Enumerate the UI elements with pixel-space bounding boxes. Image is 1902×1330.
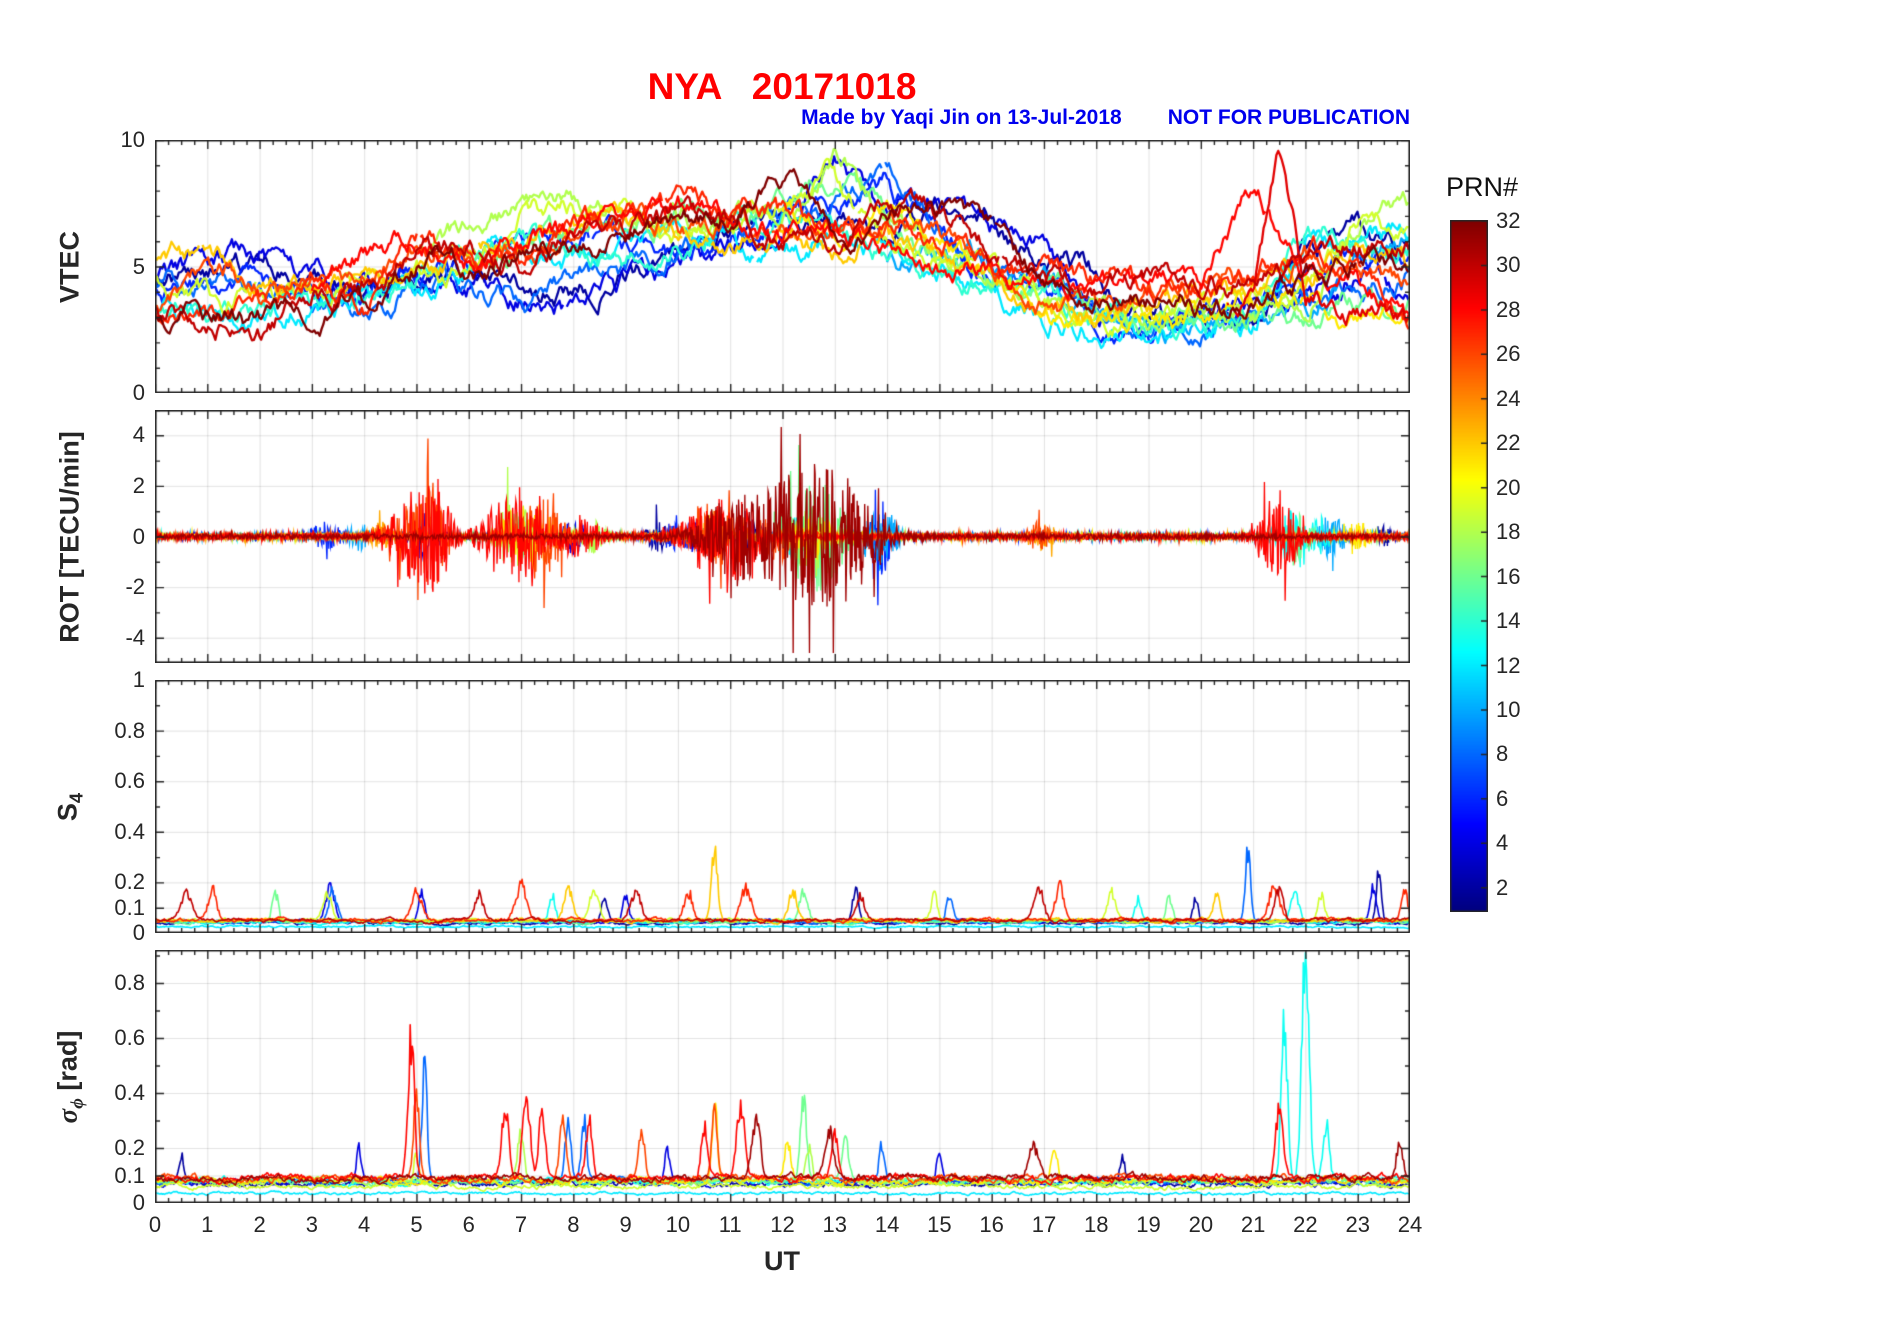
y-tick-label: 1 [132,667,145,692]
y-tick-label: 2 [132,472,145,498]
x-tick-label: 19 [1136,1212,1161,1237]
x-tick-label: 12 [770,1212,795,1237]
sigma-phi-plot-canvas [155,950,1410,1203]
y-tick-label: 0 [132,523,145,549]
colorbar-tick-label: 24 [1496,385,1521,411]
colorbar-tick-label: 10 [1496,696,1521,722]
y-tick-label: 0 [132,380,145,405]
colorbar-tick-label: 8 [1496,741,1509,767]
y-tick-label: 10 [120,127,145,152]
y-tick-label: 0.4 [114,818,145,844]
colorbar-tick-label: 22 [1496,430,1521,456]
colorbar-tick-label: 30 [1496,252,1521,278]
credit-row: Made by Yaqi Jin on 13-Jul-2018 NOT FOR … [801,106,1410,130]
not-for-publication-text: NOT FOR PUBLICATION [1167,106,1410,129]
y-tick-label: 0.8 [114,970,145,995]
y-tick-label: 0.6 [114,1025,145,1050]
x-tick-label: 11 [718,1212,742,1237]
x-tick-label: 7 [514,1212,528,1237]
colorbar-tick-label: 16 [1496,563,1521,589]
y-tick-label: 0 [132,1190,145,1215]
y-tick-label: 0.6 [114,768,145,794]
y-tick-label: 0.1 [114,1162,145,1188]
colorbar-tick-label: 6 [1496,785,1509,811]
x-tick-label: 4 [358,1212,371,1237]
x-tick-label: 1 [201,1212,214,1237]
x-tick-label: 24 [1397,1212,1423,1237]
x-tick-label: 5 [410,1212,423,1237]
y-tick-label: 0.8 [114,717,145,743]
y-tick-label: 0.4 [114,1080,145,1105]
y-tick-label: 5 [132,253,145,279]
x-tick-label: 6 [462,1212,475,1237]
x-tick-label: 21 [1240,1212,1266,1237]
x-tick-label: 0 [148,1212,162,1237]
s4-axis-label: S4 [52,792,87,821]
x-tick-label: 10 [665,1212,691,1237]
x-tick-label: 18 [1084,1212,1109,1237]
colorbar-tick-label: 26 [1496,341,1521,367]
colorbar-tick-label: 14 [1496,608,1521,634]
y-tick-label: 4 [132,422,145,448]
x-tick-label: 20 [1188,1212,1214,1237]
x-tick-label: 2 [253,1212,266,1237]
x-tick-label: 14 [874,1212,900,1237]
s4-plot-canvas [155,680,1410,933]
colorbar-tick-label: 4 [1496,830,1509,856]
colorbar-tick-label: 20 [1496,474,1521,500]
vtec-plot-canvas [155,140,1410,393]
chart-title: NYA 20171018 [647,66,917,107]
colorbar-tick-label: 28 [1496,296,1521,322]
colorbar-tick-label: 18 [1496,519,1521,545]
rot-plot-canvas [155,410,1410,663]
x-tick-label: 15 [927,1212,952,1237]
y-tick-label: 0.2 [114,869,145,895]
y-tick-label: -4 [125,624,145,650]
colorbar-tick-label: 12 [1496,652,1521,678]
sigma-phi-axis-label: σϕ [rad] [52,1030,87,1123]
colorbar-label: PRN# [1446,172,1519,202]
x-tick-label: 3 [305,1212,318,1237]
y-tick-label: -2 [125,574,145,600]
colorbar-tick-label: 32 [1496,208,1521,233]
x-tick-label: 16 [979,1212,1004,1237]
rot-axis-label: ROT [TECU/min] [54,430,85,643]
x-tick-label: 8 [567,1212,580,1237]
x-tick-label: 13 [822,1212,848,1237]
x-tick-label: 23 [1345,1212,1370,1237]
vtec-axis-label: VTEC [54,230,85,303]
credit-text: Made by Yaqi Jin on 13-Jul-2018 [801,106,1122,129]
y-tick-label: 0.1 [114,894,145,920]
prn-colorbar [1450,220,1488,912]
x-axis-label: UT [764,1246,800,1276]
y-tick-label: 0 [132,920,145,945]
x-tick-label: 9 [619,1212,632,1237]
y-tick-label: 0.2 [114,1135,145,1160]
colorbar-tick-label: 2 [1496,874,1509,900]
x-tick-label: 17 [1031,1212,1057,1237]
x-tick-label: 22 [1293,1212,1318,1237]
